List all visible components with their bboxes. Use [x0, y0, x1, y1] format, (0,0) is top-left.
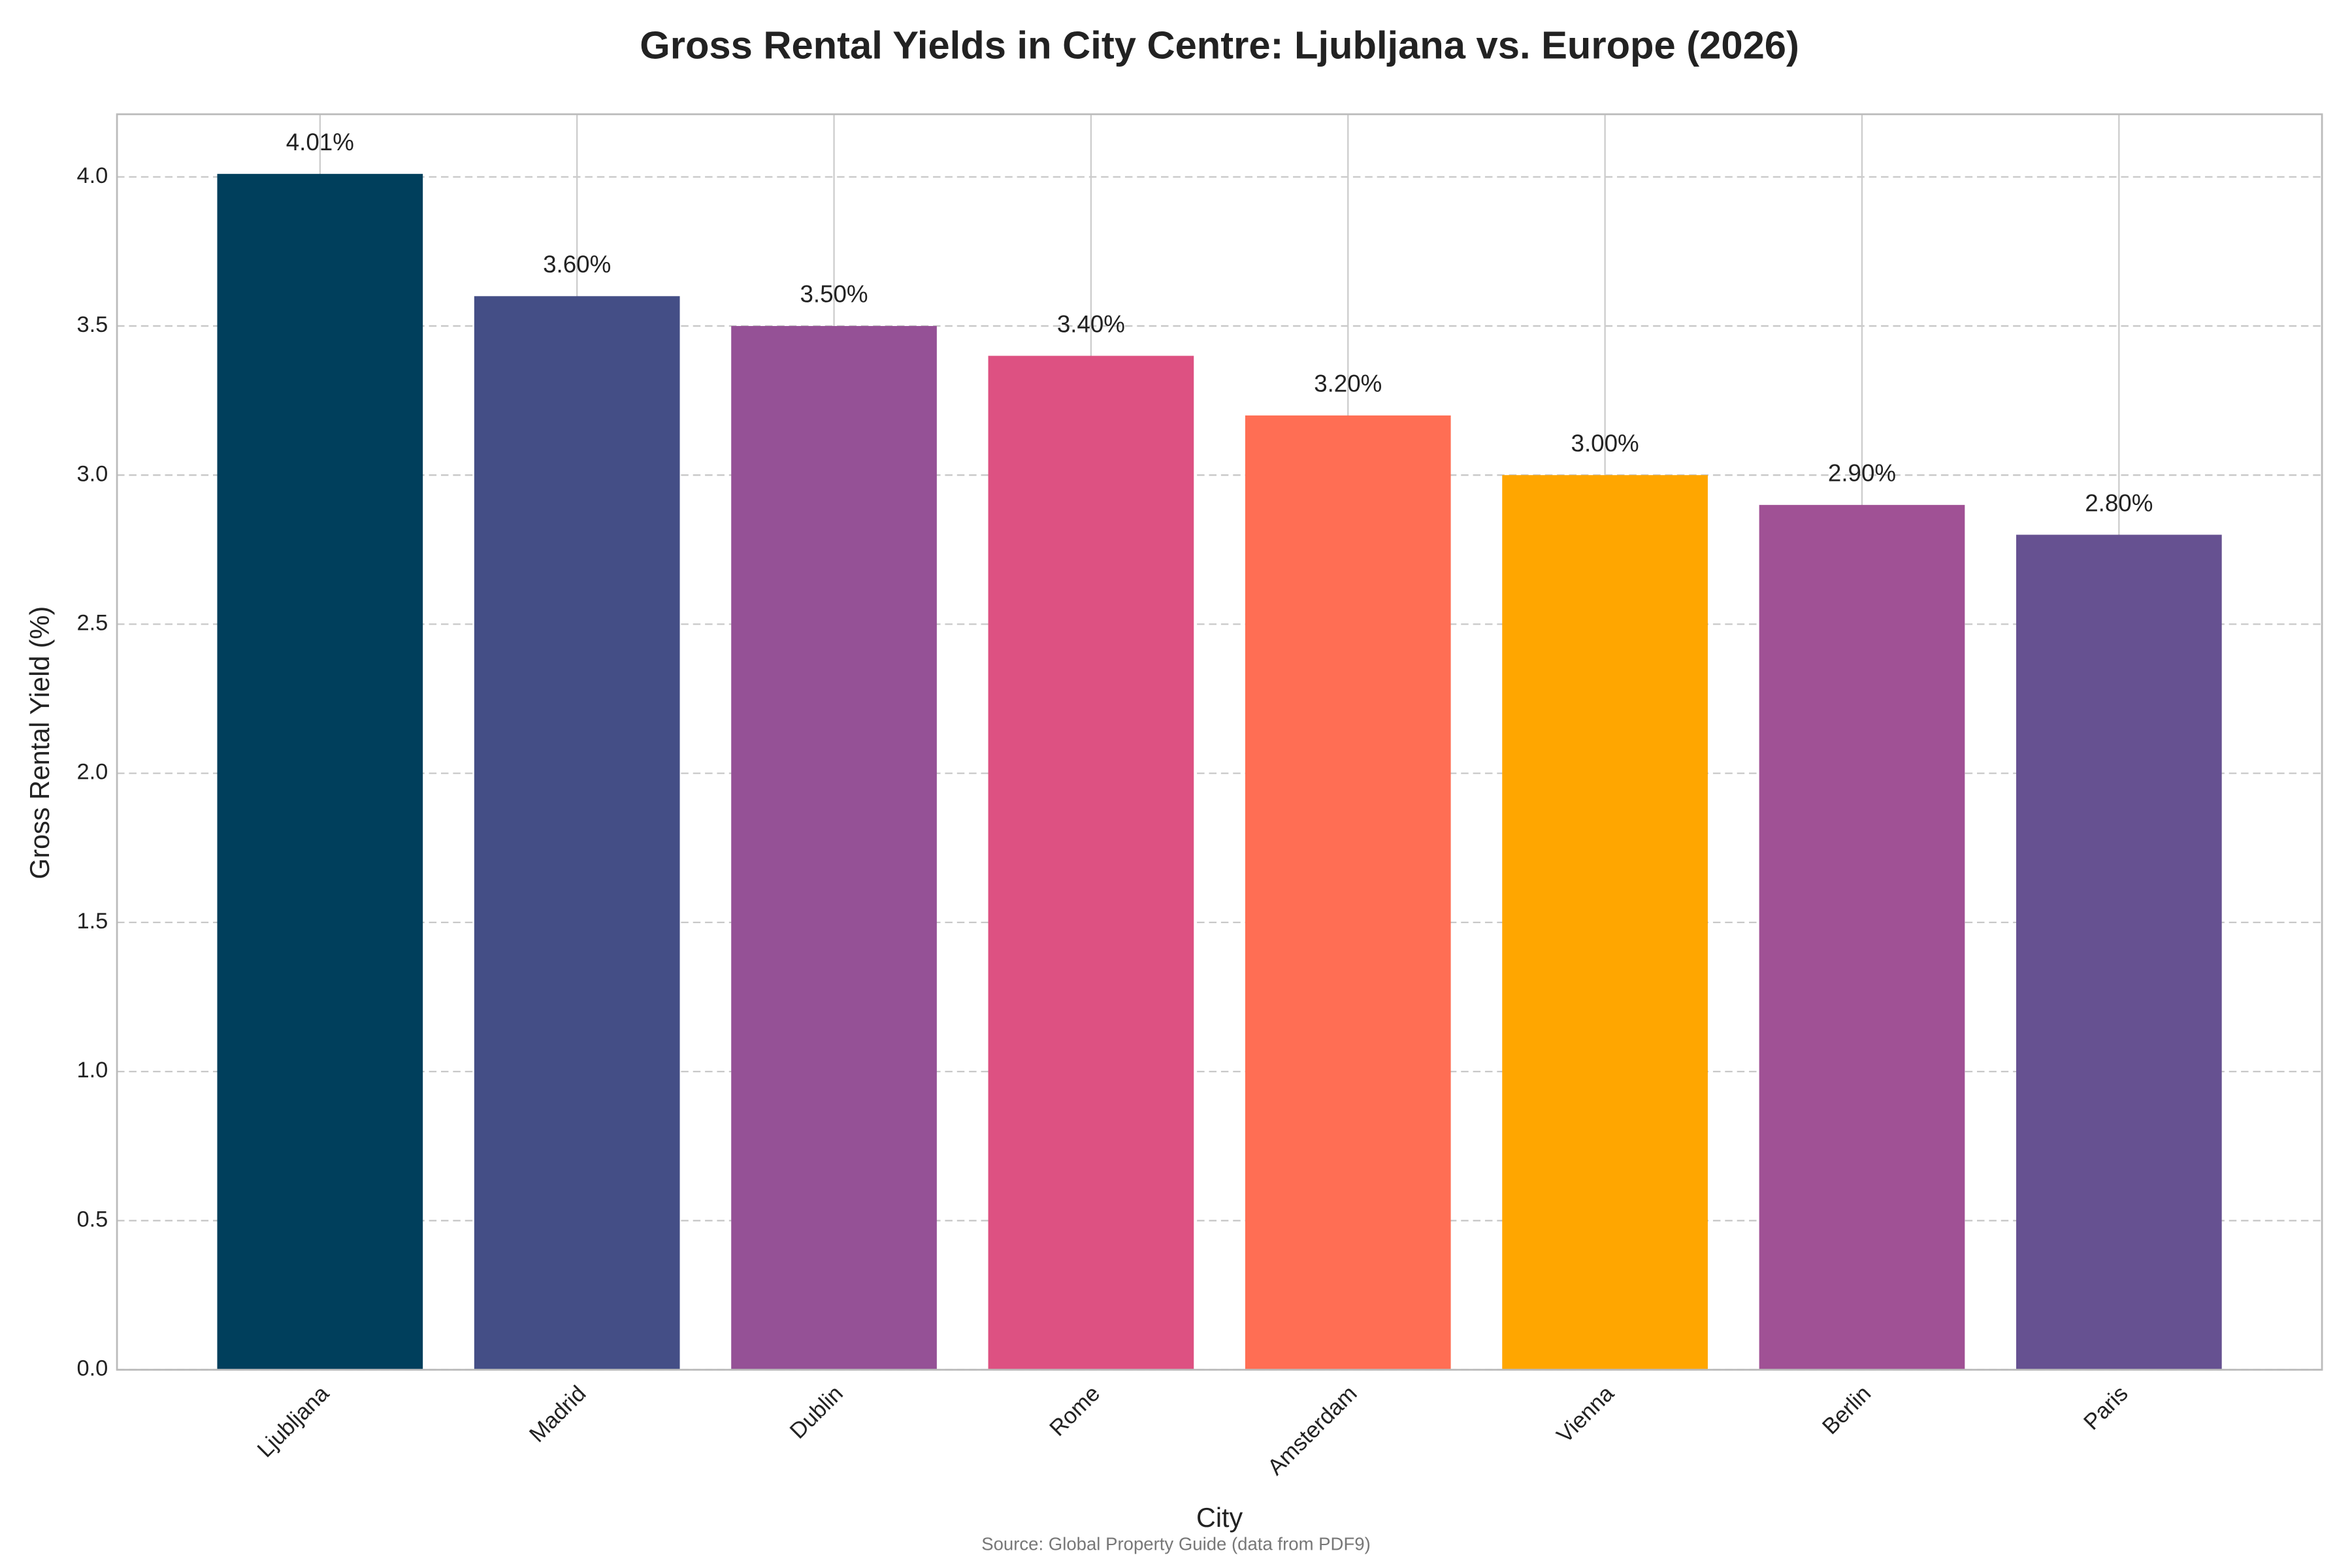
y-tick-label: 3.5: [76, 312, 108, 337]
y-tick-label: 2.5: [76, 611, 108, 636]
bar: [1502, 475, 1708, 1370]
bar: [1245, 415, 1451, 1370]
value-label: 4.01%: [286, 129, 354, 155]
bar: [2016, 534, 2222, 1370]
bar: [731, 325, 937, 1370]
y-tick-label: 0.0: [76, 1356, 108, 1381]
y-tick-label: 3.0: [76, 461, 108, 486]
value-label: 3.20%: [1314, 370, 1382, 397]
source-note: Source: Global Property Guide (data from…: [981, 1533, 1371, 1554]
x-axis-label: City: [1196, 1503, 1243, 1533]
value-label: 3.50%: [800, 281, 868, 308]
plot-frame: [116, 113, 2323, 1371]
y-tick-label: 0.5: [76, 1207, 108, 1232]
y-tick-label: 2.0: [76, 760, 108, 785]
value-label: 3.60%: [543, 251, 611, 278]
bar: [988, 355, 1194, 1370]
value-label: 2.80%: [2085, 489, 2153, 516]
bar: [474, 296, 680, 1370]
bar: [1759, 504, 1965, 1370]
bar: [217, 174, 423, 1370]
y-tick-label: 1.5: [76, 909, 108, 934]
value-label: 3.00%: [1571, 430, 1639, 457]
y-axis-label: Gross Rental Yield (%): [25, 606, 55, 879]
y-tick-label: 1.0: [76, 1058, 108, 1083]
chart-title: Gross Rental Yields in City Centre: Ljub…: [640, 24, 1799, 67]
y-tick-label: 4.0: [76, 163, 108, 188]
value-label: 3.40%: [1057, 310, 1125, 337]
value-label: 2.90%: [1828, 460, 1896, 487]
